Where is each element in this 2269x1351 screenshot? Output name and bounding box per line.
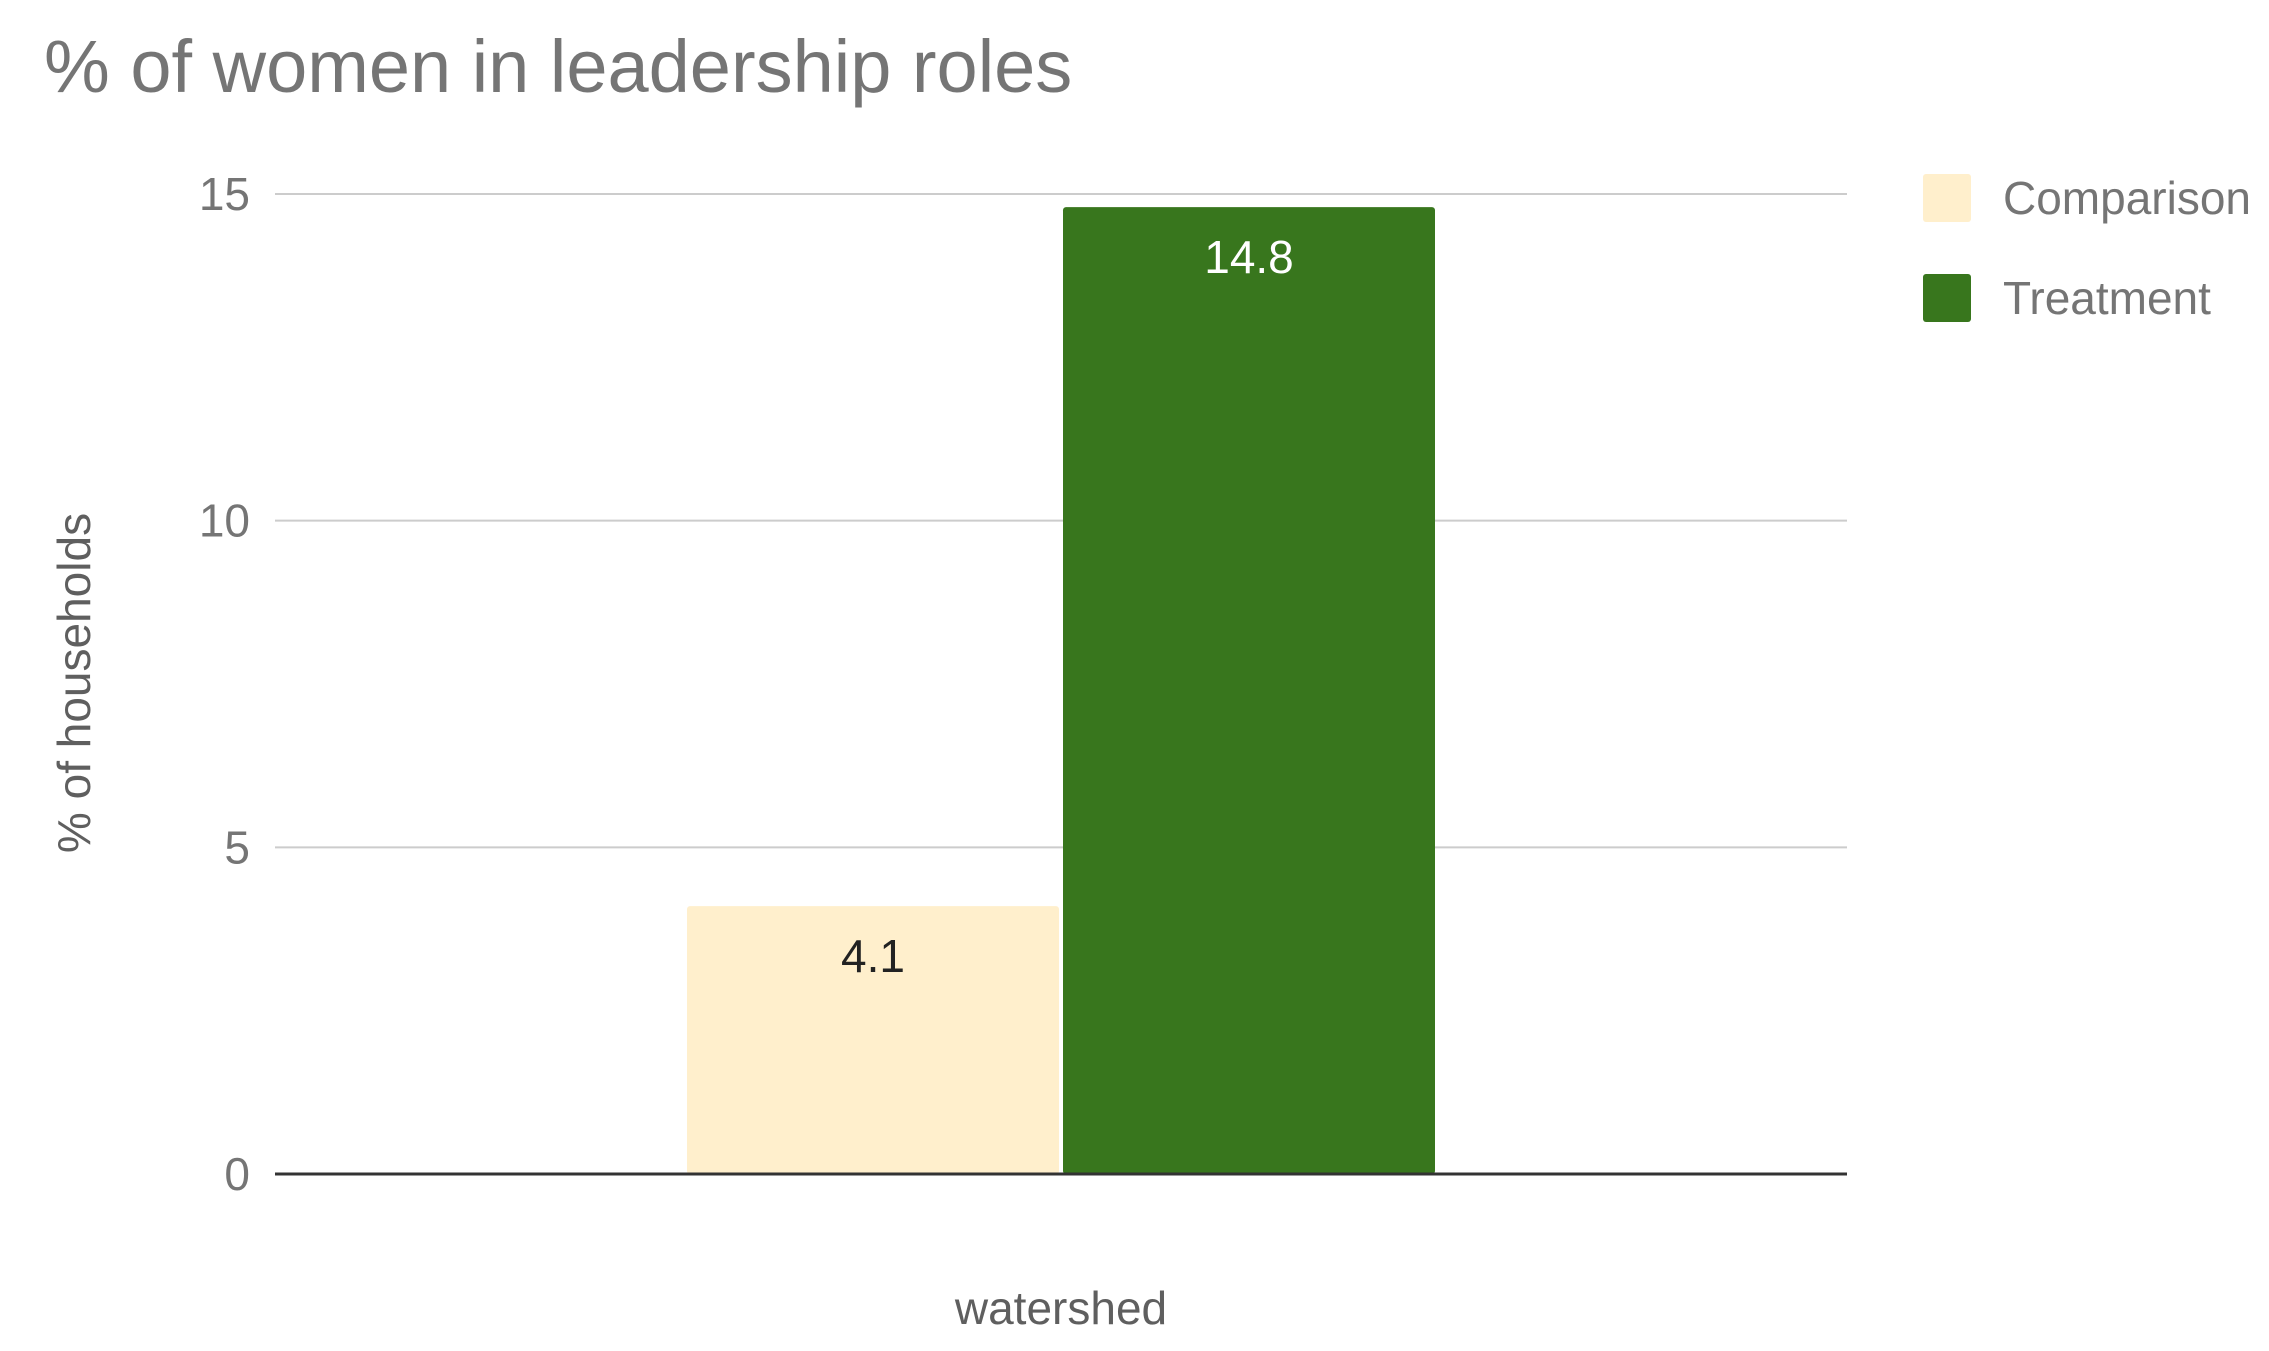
legend-swatch-treatment	[1923, 274, 1971, 322]
data-label-treatment: 14.8	[1204, 231, 1294, 283]
y-axis-tick-labels: 0 5 10 15	[199, 168, 250, 1200]
bar-comparison	[687, 906, 1059, 1174]
gridlines	[275, 193, 1847, 849]
legend: Comparison Treatment	[1923, 172, 2251, 324]
y-tick-label: 0	[224, 1148, 250, 1200]
data-label-comparison: 4.1	[841, 930, 905, 982]
chart-title: % of women in leadership roles	[44, 25, 1072, 108]
y-tick-label: 5	[224, 821, 250, 873]
legend-label-treatment: Treatment	[2003, 272, 2211, 324]
bars	[687, 207, 1435, 1175]
y-tick-label: 15	[199, 168, 250, 220]
y-tick-label: 10	[199, 495, 250, 547]
bar-treatment	[1063, 207, 1435, 1175]
x-axis-label: watershed	[954, 1282, 1167, 1334]
y-axis-label: % of households	[48, 513, 100, 853]
legend-swatch-comparison	[1923, 174, 1971, 222]
legend-label-comparison: Comparison	[2003, 172, 2251, 224]
data-labels: 4.1 14.8	[841, 231, 1294, 982]
